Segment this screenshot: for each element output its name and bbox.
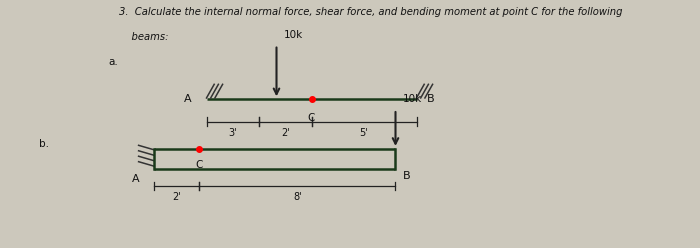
Text: A: A — [132, 174, 140, 184]
Text: B: B — [402, 171, 410, 181]
Text: 10k: 10k — [402, 94, 421, 104]
Text: 2': 2' — [172, 192, 181, 202]
Text: 5': 5' — [360, 128, 368, 138]
Text: C: C — [196, 160, 203, 170]
Text: 3.  Calculate the internal normal force, shear force, and bending moment at poin: 3. Calculate the internal normal force, … — [119, 7, 622, 17]
Text: 3': 3' — [228, 128, 237, 138]
Text: a.: a. — [108, 57, 118, 67]
Text: 8': 8' — [293, 192, 302, 202]
Text: 10k: 10k — [284, 30, 302, 40]
Text: A: A — [183, 94, 191, 104]
Text: B: B — [427, 94, 435, 104]
Text: beams:: beams: — [119, 32, 169, 42]
Text: C: C — [308, 113, 315, 123]
Text: 2': 2' — [281, 128, 290, 138]
Text: b.: b. — [38, 139, 48, 149]
